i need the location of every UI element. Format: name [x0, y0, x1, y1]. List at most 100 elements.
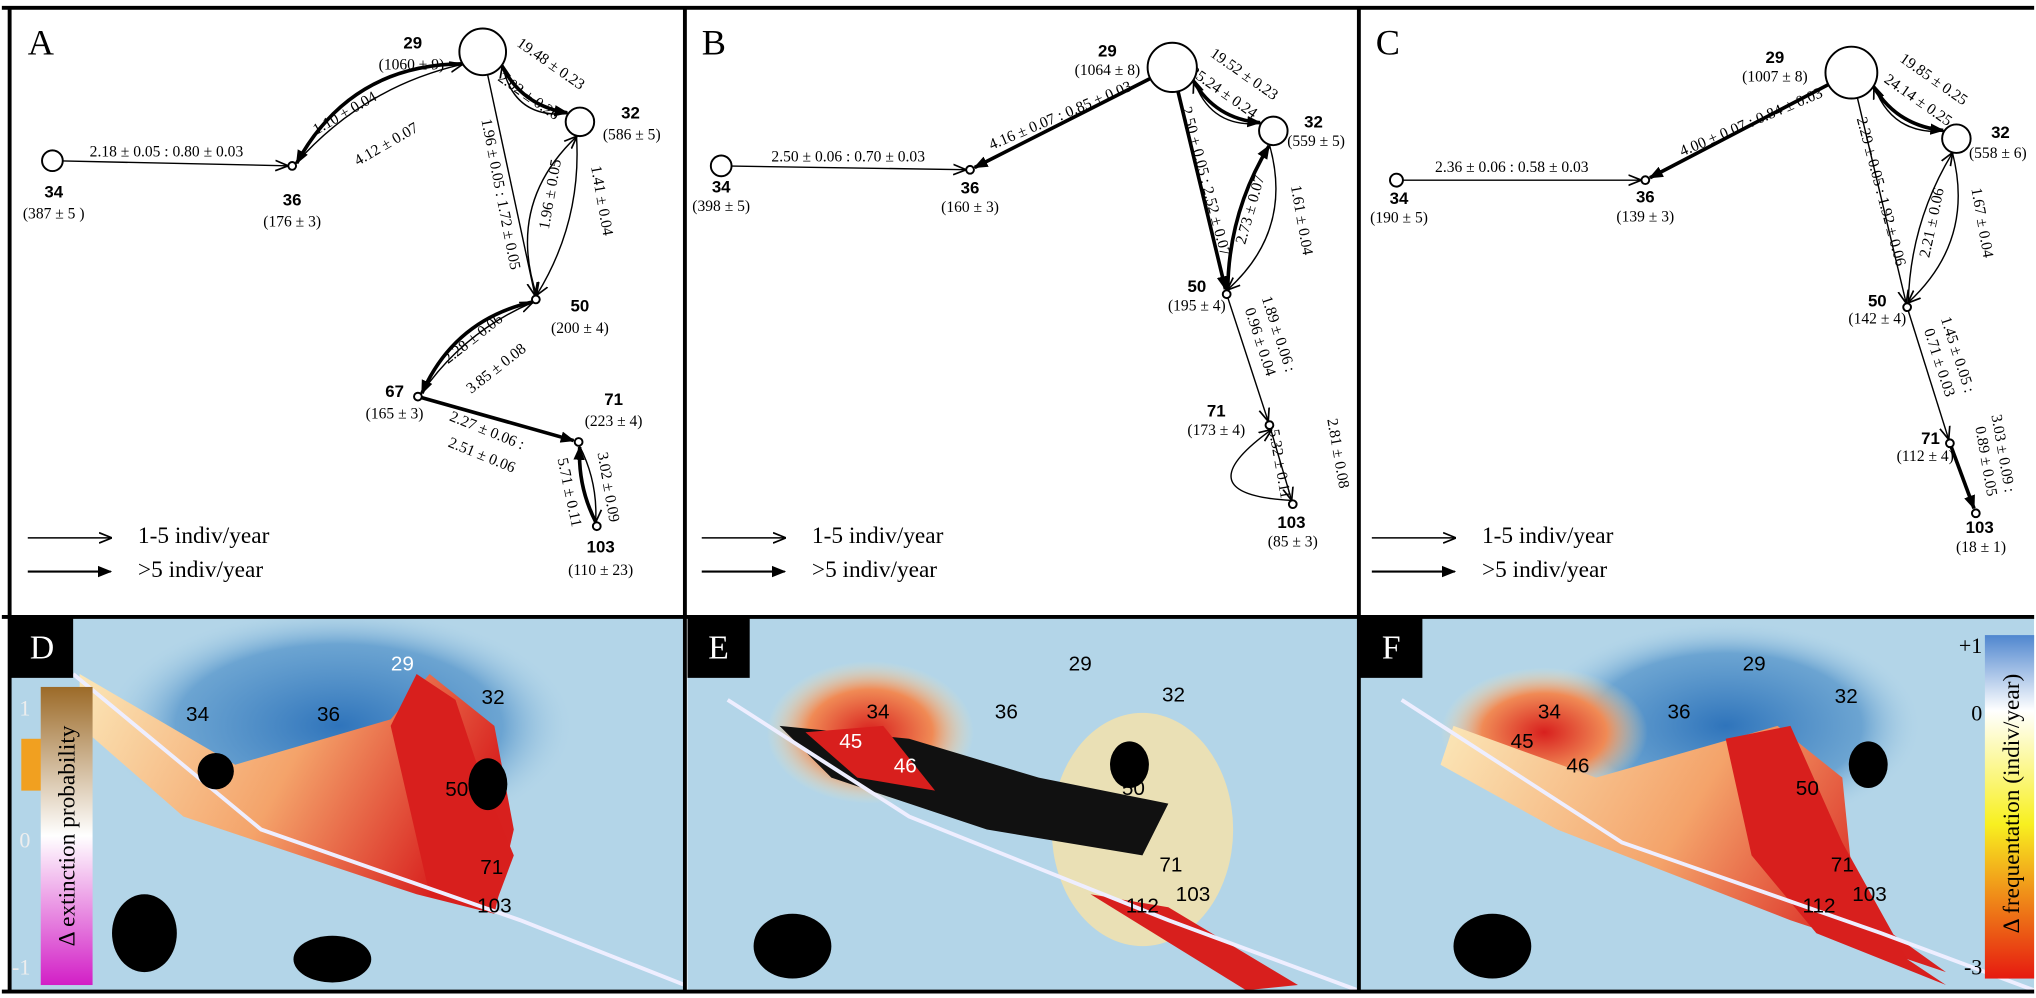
node-id: 29 [403, 34, 422, 53]
colorbar-tick: 0 [19, 828, 30, 853]
node-id: 36 [961, 179, 980, 198]
node-count: (387 ± 5 ) [23, 206, 85, 223]
page: A2.18 ± 0.05 : 0.80 ± 0.031.10 ± 0.044.1… [0, 0, 2036, 998]
map-label: 71 [1159, 853, 1182, 876]
map-label: 32 [1162, 683, 1185, 706]
node-id: 103 [587, 538, 615, 557]
map-d [11, 609, 685, 990]
map-label: 29 [1743, 652, 1766, 675]
node-count: (223 ± 4) [585, 413, 643, 430]
map-label: 36 [317, 703, 340, 726]
node-count: (200 ± 4) [551, 320, 609, 337]
node-id: 67 [385, 382, 404, 401]
colorbar-title: Δ frequentation (indiv/year) [1999, 674, 2025, 934]
node-count: (139 ± 3) [1616, 208, 1674, 225]
node [42, 150, 63, 171]
node-id: 34 [1390, 189, 1409, 208]
map-label: 46 [1566, 755, 1589, 778]
map-label: 29 [391, 652, 414, 675]
node [1148, 43, 1197, 92]
node [459, 29, 506, 76]
map-label: 103 [477, 895, 512, 918]
panel-letter: C [1376, 22, 1400, 62]
node [1825, 47, 1877, 99]
node-id: 32 [1991, 123, 2010, 142]
node [1390, 174, 1403, 187]
colorbar-tick: -3 [1964, 955, 1982, 980]
node-id: 32 [621, 104, 640, 123]
map-label: 103 [1176, 883, 1211, 906]
node-count: (112 ± 4) [1897, 448, 1954, 465]
map-label: 50 [1122, 777, 1145, 800]
node-id: 71 [1207, 402, 1226, 421]
figure: A2.18 ± 0.05 : 0.80 ± 0.031.10 ± 0.044.1… [0, 0, 2036, 998]
node-count: (190 ± 5) [1370, 210, 1428, 227]
node-id: 103 [1966, 518, 1994, 537]
node [1946, 439, 1954, 447]
node [1942, 124, 1971, 153]
edge-label: 2.50 ± 0.06 : 0.70 ± 0.03 [771, 149, 925, 166]
node-id: 34 [712, 177, 731, 196]
map-label: 71 [480, 856, 503, 879]
node [1259, 117, 1288, 146]
node [566, 108, 595, 137]
node-count: (586 ± 5) [603, 127, 661, 144]
node [1266, 421, 1274, 429]
node [711, 156, 732, 177]
node-id: 50 [571, 297, 590, 316]
node-count: (1064 ± 8) [1075, 62, 1141, 79]
map-label: 32 [1835, 685, 1858, 708]
panel-letter: E [708, 629, 729, 666]
panel-letter: D [30, 629, 54, 666]
node-count: (176 ± 3) [263, 213, 321, 230]
map-label: 103 [1852, 883, 1887, 906]
map-f [1360, 618, 2034, 990]
legend-label: 1-5 indiv/year [138, 523, 270, 549]
colorbar-tick: 1 [19, 695, 30, 720]
node-id: 50 [1188, 277, 1207, 296]
node-id: 29 [1098, 41, 1117, 60]
node-count: (195 ± 4) [1168, 298, 1226, 315]
node-id: 34 [44, 183, 63, 202]
map-label: 36 [995, 700, 1018, 723]
node-count: (142 ± 4) [1848, 311, 1906, 328]
node-count: (558 ± 6) [1969, 145, 2027, 162]
node-id: 50 [1868, 291, 1887, 310]
map-label: 34 [186, 703, 209, 726]
colorbar-tick: 0 [1971, 701, 1982, 726]
node [288, 162, 296, 170]
node-count: (1060 ± 9) [379, 57, 445, 74]
map-label: 29 [1069, 652, 1092, 675]
legend-label: 1-5 indiv/year [1482, 523, 1614, 549]
node-id: 36 [1636, 188, 1655, 207]
node [532, 296, 540, 304]
legend-label: 1-5 indiv/year [812, 523, 944, 549]
panel-letter: A [28, 22, 54, 62]
map-label: 50 [445, 778, 468, 801]
node-id: 71 [1921, 429, 1940, 448]
node-count: (559 ± 5) [1287, 133, 1345, 150]
node-id: 32 [1304, 113, 1323, 132]
map-label: 32 [482, 686, 505, 709]
map-label: 112 [1802, 895, 1835, 918]
edge-label: 2.36 ± 0.06 : 0.58 ± 0.03 [1435, 159, 1589, 176]
node [1289, 500, 1297, 508]
node-count: (85 ± 3) [1268, 534, 1318, 551]
node-id: 29 [1766, 48, 1785, 67]
node-id: 103 [1277, 513, 1305, 532]
map-label: 45 [1511, 730, 1534, 753]
panel-letter: F [1382, 629, 1401, 666]
colorbar-tick: +1 [1959, 633, 1982, 658]
node-count: (160 ± 3) [941, 199, 999, 216]
node [1641, 176, 1649, 184]
map-label: 45 [839, 730, 862, 753]
edge-label: 2.18 ± 0.05 : 0.80 ± 0.03 [90, 144, 244, 161]
legend-label: >5 indiv/year [138, 557, 263, 583]
node-count: (18 ± 1) [1956, 539, 2006, 556]
node-count: (110 ± 23) [568, 562, 633, 579]
node [966, 166, 974, 174]
node-id: 71 [604, 390, 623, 409]
node [593, 522, 601, 530]
map-label: 36 [1667, 700, 1690, 723]
map-label: 34 [866, 700, 889, 723]
